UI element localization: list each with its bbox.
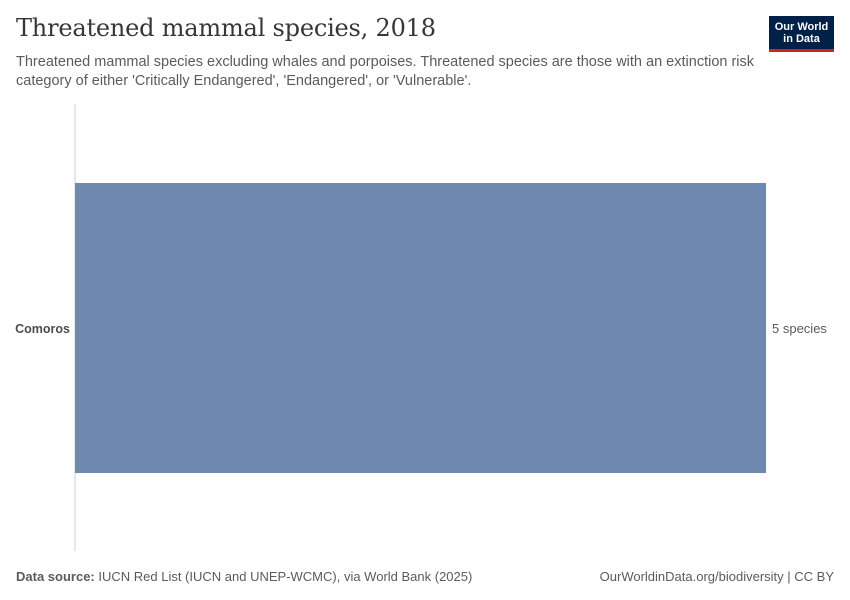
logo-line-2: in Data: [783, 33, 820, 45]
data-source-label: Data source:: [16, 569, 95, 584]
logo-line-1: Our World: [774, 21, 829, 33]
data-source-text[interactable]: IUCN Red List (IUCN and UNEP-WCMC), via …: [94, 569, 473, 584]
bar-comoros[interactable]: [75, 183, 766, 473]
category-label: Comoros: [15, 322, 70, 336]
footer-link[interactable]: OurWorldinData.org/biodiversity | CC BY: [599, 569, 834, 584]
chart-title: Threatened mammal species, 2018: [16, 14, 436, 42]
chart-subtitle: Threatened mammal species excluding whal…: [16, 54, 755, 89]
data-source: Data source: IUCN Red List (IUCN and UNE…: [16, 569, 472, 584]
value-label: 5 species: [772, 321, 827, 336]
owid-logo[interactable]: Our World in Data: [769, 16, 834, 52]
